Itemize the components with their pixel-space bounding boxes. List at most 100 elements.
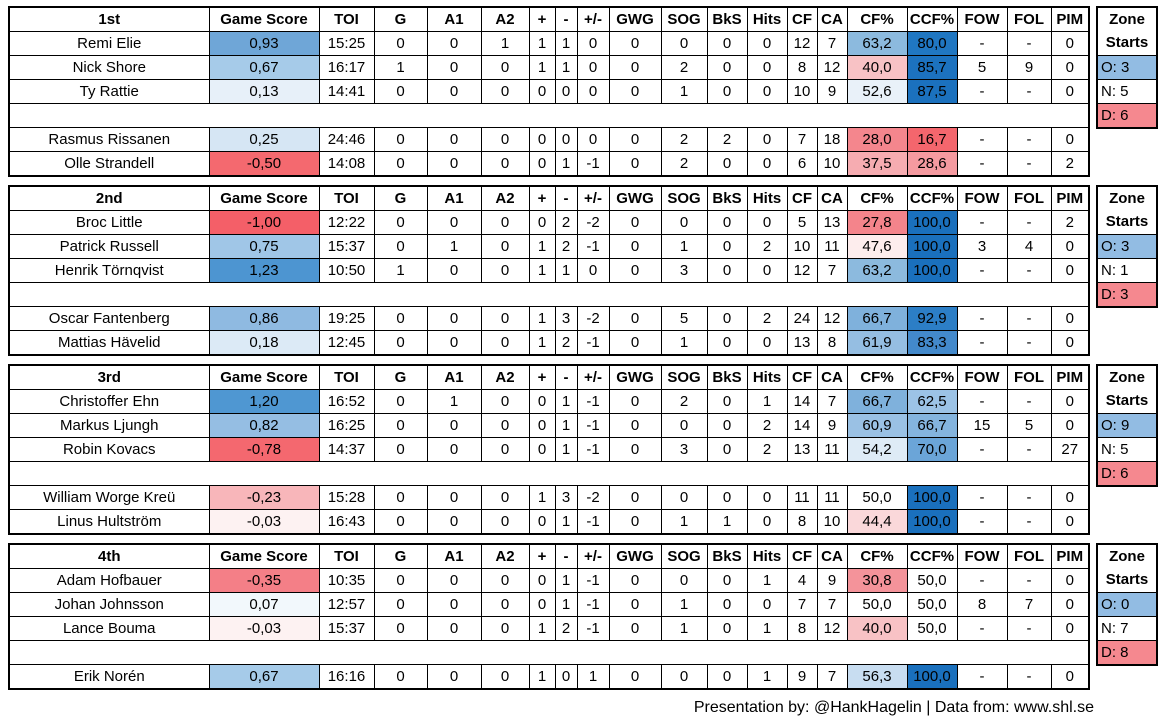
toi-cell: 14:37 bbox=[318, 437, 375, 462]
gwg-cell: 0 bbox=[608, 485, 662, 510]
a1-cell: 1 bbox=[426, 389, 482, 414]
column-header: FOL bbox=[1006, 364, 1052, 390]
gwg-cell: 0 bbox=[608, 31, 662, 56]
a1-cell: 0 bbox=[426, 127, 482, 152]
gs-cell: 1,20 bbox=[208, 389, 320, 414]
column-header: A1 bbox=[426, 6, 482, 32]
player-row: Markus Ljungh 0,82 16:25 0 0 0 0 1 -1 0 0 0 2 14 9 60,9… bbox=[8, 413, 1090, 438]
minus-cell: 1 bbox=[554, 509, 578, 535]
a2-cell: 0 bbox=[480, 568, 530, 593]
column-header: GWG bbox=[608, 543, 662, 569]
fol-cell: - bbox=[1006, 568, 1052, 593]
fol-cell: - bbox=[1006, 127, 1052, 152]
a1-cell: 0 bbox=[426, 509, 482, 535]
g-cell: 0 bbox=[373, 306, 428, 331]
sog-cell: 3 bbox=[660, 437, 708, 462]
g-cell: 0 bbox=[373, 664, 428, 690]
zone-starts-header: Zone Starts bbox=[1098, 545, 1156, 593]
player-row: Lance Bouma -0,03 15:37 0 0 0 1 2 -1 0 1 0 1 8 12 40,0 5… bbox=[8, 616, 1090, 641]
a1-cell: 0 bbox=[426, 258, 482, 283]
bks-cell: 0 bbox=[706, 210, 748, 235]
pm-cell: -1 bbox=[576, 389, 610, 414]
sog-cell: 1 bbox=[660, 330, 708, 356]
column-header: SOG bbox=[660, 6, 708, 32]
player-name-cell: Lance Bouma bbox=[8, 616, 210, 641]
column-header: CCF% bbox=[906, 543, 958, 569]
column-header: Hits bbox=[746, 543, 788, 569]
hits-cell: 2 bbox=[746, 413, 788, 438]
player-row: William Worge Kreü -0,23 15:28 0 0 0 1 3 -2 0 0 0 0 1… bbox=[8, 485, 1090, 510]
plus-cell: 0 bbox=[528, 127, 556, 152]
ca-cell: 7 bbox=[816, 664, 848, 690]
cfp-cell: 63,2 bbox=[846, 258, 908, 283]
pm-cell: 0 bbox=[576, 79, 610, 104]
gs-cell: -0,03 bbox=[208, 616, 320, 641]
column-header: G bbox=[373, 364, 428, 390]
column-header: CF bbox=[786, 185, 818, 211]
fol-cell: 4 bbox=[1006, 234, 1052, 259]
pm-cell: -1 bbox=[576, 509, 610, 535]
bks-cell: 0 bbox=[706, 485, 748, 510]
column-header: + bbox=[528, 6, 556, 32]
cf-cell: 9 bbox=[786, 664, 818, 690]
ca-cell: 12 bbox=[816, 616, 848, 641]
cf-cell: 8 bbox=[786, 509, 818, 535]
pim-cell: 0 bbox=[1050, 592, 1090, 617]
pim-cell: 0 bbox=[1050, 485, 1090, 510]
defensive-zone-starts: D: 6 bbox=[1098, 462, 1156, 485]
player-row: Mattias Hävelid 0,18 12:45 0 0 0 1 2 -1 0 1 0 0 13 8 61… bbox=[8, 330, 1090, 356]
a2-cell: 0 bbox=[480, 258, 530, 283]
column-header: G bbox=[373, 6, 428, 32]
bks-cell: 0 bbox=[706, 664, 748, 690]
line-block: 2nd Game Score TOI G A1 A2 + - +/- GWG SOG BkS Hits C… bbox=[8, 185, 1161, 356]
minus-cell: 1 bbox=[554, 437, 578, 462]
g-cell: 0 bbox=[373, 234, 428, 259]
g-cell: 0 bbox=[373, 509, 428, 535]
toi-cell: 16:17 bbox=[318, 55, 375, 80]
column-header: A2 bbox=[480, 543, 530, 569]
ccfp-cell: 28,6 bbox=[906, 151, 958, 177]
player-row: Broc Little -1,00 12:22 0 0 0 0 2 -2 0 0 0 0 5 13 27,8 1… bbox=[8, 210, 1090, 235]
hits-cell: 0 bbox=[746, 592, 788, 617]
gwg-cell: 0 bbox=[608, 330, 662, 356]
column-header: GWG bbox=[608, 6, 662, 32]
player-name-cell: Linus Hultström bbox=[8, 509, 210, 535]
hits-cell: 0 bbox=[746, 79, 788, 104]
column-header: TOI bbox=[318, 364, 375, 390]
column-header: - bbox=[554, 185, 578, 211]
gs-cell: 0,82 bbox=[208, 413, 320, 438]
column-header: FOL bbox=[1006, 6, 1052, 32]
column-header: PIM bbox=[1050, 185, 1090, 211]
plus-cell: 0 bbox=[528, 389, 556, 414]
fow-cell: - bbox=[956, 127, 1008, 152]
a1-cell: 0 bbox=[426, 330, 482, 356]
minus-cell: 2 bbox=[554, 210, 578, 235]
ca-cell: 7 bbox=[816, 258, 848, 283]
column-header: CF% bbox=[846, 6, 908, 32]
sog-cell: 0 bbox=[660, 485, 708, 510]
column-header: +/- bbox=[576, 185, 610, 211]
g-cell: 0 bbox=[373, 31, 428, 56]
toi-cell: 12:22 bbox=[318, 210, 375, 235]
fow-cell: - bbox=[956, 485, 1008, 510]
a2-cell: 0 bbox=[480, 306, 530, 331]
fow-cell: - bbox=[956, 210, 1008, 235]
cf-cell: 10 bbox=[786, 234, 818, 259]
plus-cell: 1 bbox=[528, 306, 556, 331]
player-row: Rasmus Rissanen 0,25 24:46 0 0 0 0 0 0 0 2 2 0 7 18 28,… bbox=[8, 127, 1090, 152]
column-header: SOG bbox=[660, 364, 708, 390]
sog-cell: 2 bbox=[660, 55, 708, 80]
column-header: PIM bbox=[1050, 543, 1090, 569]
column-header: Game Score bbox=[208, 185, 320, 211]
column-header: A2 bbox=[480, 364, 530, 390]
column-header: FOW bbox=[956, 6, 1008, 32]
g-cell: 0 bbox=[373, 389, 428, 414]
column-header: BkS bbox=[706, 543, 748, 569]
ccfp-cell: 50,0 bbox=[906, 568, 958, 593]
a2-cell: 0 bbox=[480, 413, 530, 438]
cfp-cell: 60,9 bbox=[846, 413, 908, 438]
minus-cell: 3 bbox=[554, 306, 578, 331]
fow-cell: - bbox=[956, 616, 1008, 641]
fol-cell: - bbox=[1006, 485, 1052, 510]
gwg-cell: 0 bbox=[608, 151, 662, 177]
